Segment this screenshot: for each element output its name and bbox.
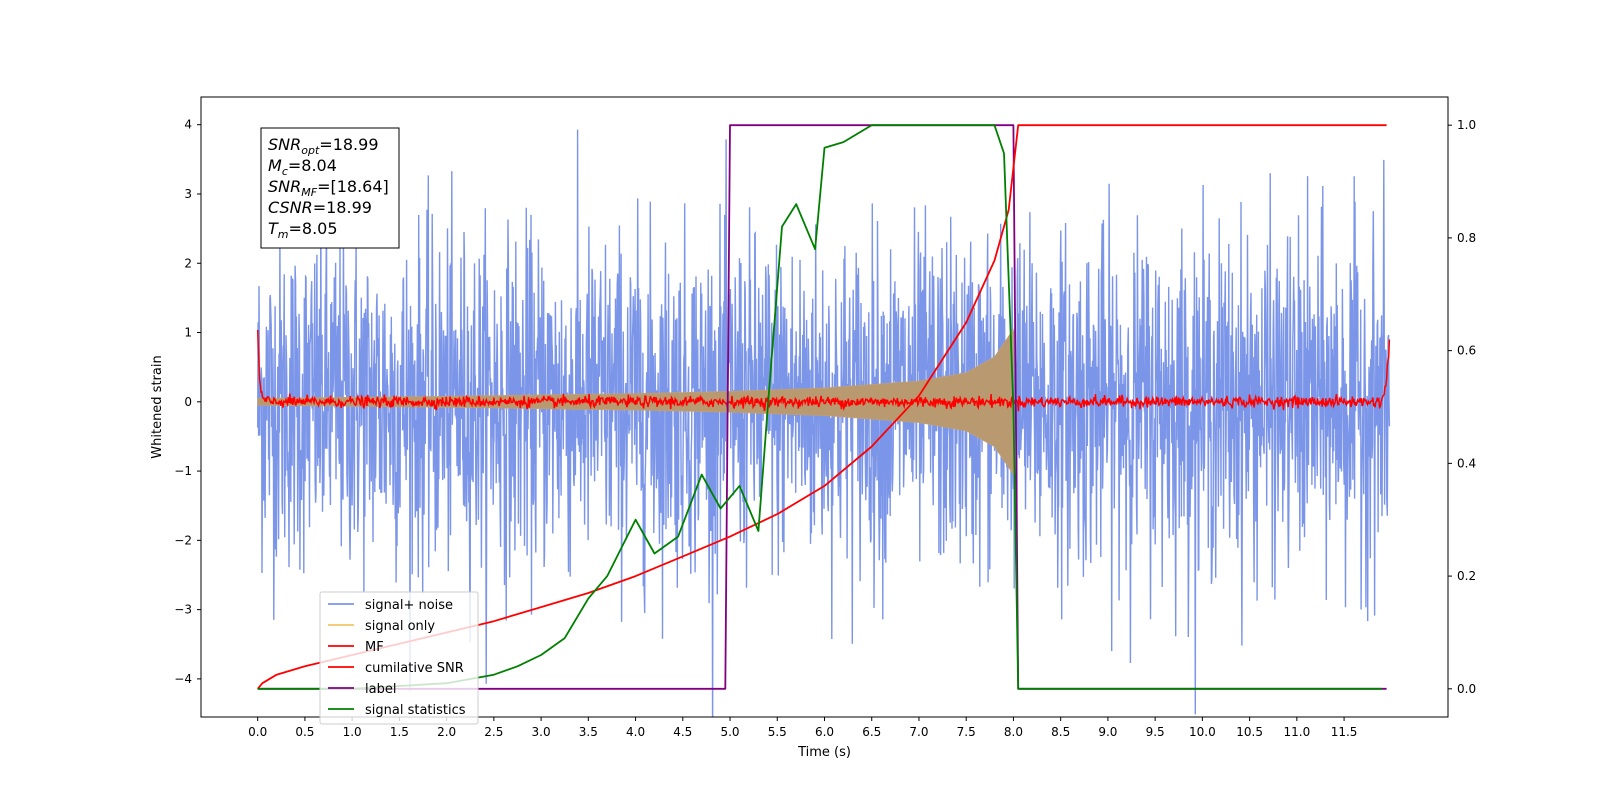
y-tick-label-3: −1 [174,464,192,478]
y2-tick-label-1: 0.2 [1457,569,1476,583]
annotation-line-1: Mc=8.04 [268,156,337,178]
annotation-line-0: SNRopt=18.99 [268,135,379,157]
x-tick-label-1: 0.5 [295,725,314,739]
series-2-signal-statistics-line [257,124,1382,690]
plot-area [256,124,1391,717]
y2-tick-label-2: 0.4 [1457,456,1476,470]
x-tick-label-22: 11.0 [1283,725,1310,739]
y-tick-label-8: 4 [184,118,192,132]
x-tick-label-21: 10.5 [1236,725,1263,739]
annotation-symbol-3: CSNR [268,198,313,217]
annotation-value-0: =18.99 [319,135,378,154]
legend-label-5: signal statistics [365,703,466,718]
annotation-symbol-0: SNR [268,135,301,154]
y-tick-label-6: 2 [184,256,192,270]
annotation-subscript-2: MF [301,186,317,199]
x-tick-label-7: 3.5 [579,725,598,739]
y-tick-label-5: 1 [184,326,192,340]
x-tick-label-12: 6.0 [815,725,834,739]
annotation-subscript-0: opt [301,144,320,157]
y2-tick-label-3: 0.6 [1457,344,1476,358]
annotation-subscript-1: c [282,165,288,178]
annotation-box: SNRopt=18.99Mc=8.04SNRMF=[18.64]CSNR=18.… [260,127,400,249]
x-tick-label-19: 9.5 [1146,725,1165,739]
annotation-value-1: =8.04 [288,156,337,175]
annotation-line-3: CSNR=18.99 [268,198,372,217]
x-tick-label-15: 7.5 [957,725,976,739]
x-tick-label-4: 2.0 [437,725,456,739]
annotation-value-3: =18.99 [313,198,372,217]
x-tick-label-13: 6.5 [862,725,881,739]
annotation-symbol-2: SNR [268,177,301,196]
y-tick-label-0: −4 [174,672,192,686]
legend-frame [319,591,479,725]
annotation-line-4: Tm=8.05 [268,219,338,241]
x-tick-label-17: 8.5 [1051,725,1070,739]
y-tick-label-1: −3 [174,603,192,617]
series-3-mf-line [256,329,1391,412]
x-tick-label-3: 1.5 [390,725,409,739]
y2-tick-label-4: 0.8 [1457,231,1476,245]
annotation-frame [260,127,400,249]
annotation-value-4: =8.05 [289,219,338,238]
annotation-subscript-4: m [278,228,289,241]
x-tick-label-16: 8.0 [1004,725,1023,739]
y2-tick-label-5: 1.0 [1457,118,1476,132]
annotation-line-2: SNRMF=[18.64] [268,177,389,199]
x-tick-label-0: 0.0 [248,725,267,739]
legend-label-3: cumilative SNR [365,661,464,676]
legend-label-0: signal+ noise [365,598,453,613]
y2-tick-label-0: 0.0 [1457,682,1476,696]
y-tick-label-4: 0 [184,395,192,409]
x-axis-label: Time (s) [797,745,851,760]
legend-label-2: MF [365,640,384,655]
x-tick-label-10: 5.0 [720,725,739,739]
x-tick-label-9: 4.5 [673,725,692,739]
y-tick-label-7: 3 [184,187,192,201]
x-tick-label-5: 2.5 [484,725,503,739]
x-tick-label-18: 9.0 [1098,725,1117,739]
y-tick-label-2: −2 [174,533,192,547]
x-tick-label-20: 10.0 [1189,725,1216,739]
legend-label-1: signal only [365,619,435,634]
x-tick-label-23: 11.5 [1331,725,1358,739]
annotation-value-2: =[18.64] [317,177,389,196]
legend-label-4: label [365,682,396,697]
x-tick-label-6: 3.0 [532,725,551,739]
annotation-symbol-1: M [268,156,282,175]
axes: 0.0 0.5 1.0 1.5 2.0 2.5 3.0 3.5 4.0 4.5 5.0 5.5 6.0 6… [174,118,1476,739]
x-tick-label-14: 7.0 [909,725,928,739]
legend: signal+ noise signal only MF cumilative SNR… [319,591,479,725]
annotation-symbol-4: T [268,219,279,238]
x-tick-label-11: 5.5 [768,725,787,739]
x-tick-label-8: 4.0 [626,725,645,739]
x-tick-label-2: 1.0 [343,725,362,739]
y-axis-label: Whitened strain [150,355,165,458]
